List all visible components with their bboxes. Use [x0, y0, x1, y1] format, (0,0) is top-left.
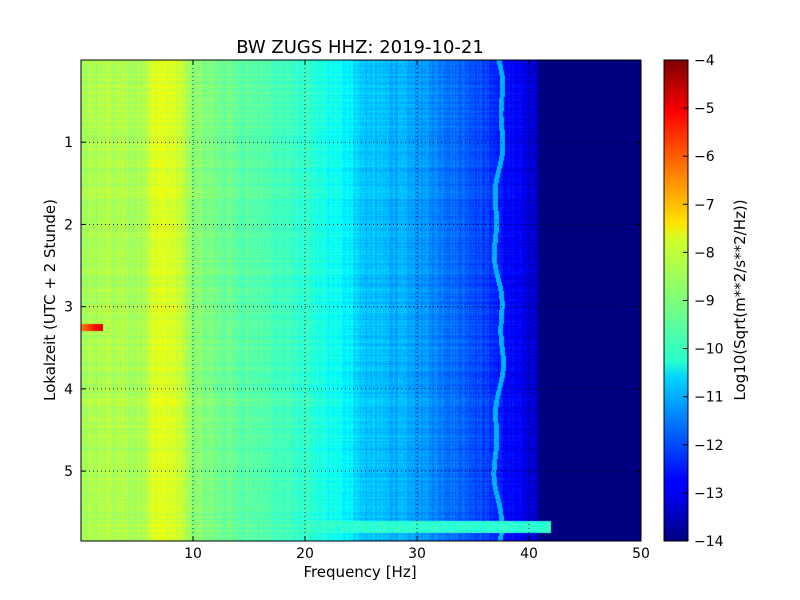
gridlines	[81, 60, 641, 541]
y-tick-label: 1	[64, 135, 73, 151]
x-tick-label: 30	[408, 546, 426, 562]
x-tick-label: 20	[296, 546, 314, 562]
x-tick-label: 40	[520, 546, 538, 562]
colorbar-tick-label: −14	[694, 534, 724, 550]
y-tick-label: 3	[64, 300, 73, 316]
colorbar-tick-label: −9	[694, 294, 715, 310]
colorbar-tick-label: −8	[694, 245, 715, 261]
colorbar-tick-label: −11	[694, 390, 724, 406]
y-tick-label: 4	[64, 382, 73, 398]
colorbar-tick-label: −12	[694, 438, 724, 454]
x-tick-label: 10	[184, 546, 202, 562]
y-axis-label: Lokalzeit (UTC + 2 Stunde)	[41, 199, 59, 401]
colorbar-tick-label: −7	[694, 197, 715, 213]
colorbar-ticks: −4 −5 −6 −7 −8 −9 −10 −11 −12 −13 −14	[683, 53, 724, 550]
colorbar-tick-label: −10	[694, 342, 724, 358]
x-axis-label: Frequency [Hz]	[303, 563, 416, 581]
x-tick-label: 50	[632, 546, 650, 562]
colorbar-label: Log10(Sqrt(m**2/s**2/Hz))	[731, 199, 749, 400]
chart-title: BW ZUGS HHZ: 2019-10-21	[236, 37, 484, 58]
colorbar-tick-label: −5	[694, 101, 715, 117]
y-axis: 1 2 3 4 5	[64, 135, 641, 480]
colorbar-tick-label: −4	[694, 53, 715, 69]
colorbar-tick-label: −13	[694, 486, 724, 502]
colorbar: −4 −5 −6 −7 −8 −9 −10 −11 −12 −13 −14 Log10(Sqrt(m…	[663, 53, 749, 550]
plot-frame	[80, 59, 642, 542]
y-tick-label: 2	[64, 217, 73, 233]
x-axis: 10 20 30 40 50	[184, 60, 650, 562]
colorbar-tick-label: −6	[694, 149, 715, 165]
y-tick-label: 5	[64, 464, 73, 480]
plot-area: 10 20 30 40 50 1 2 3 4 5	[64, 59, 650, 562]
heatmap	[81, 60, 641, 541]
